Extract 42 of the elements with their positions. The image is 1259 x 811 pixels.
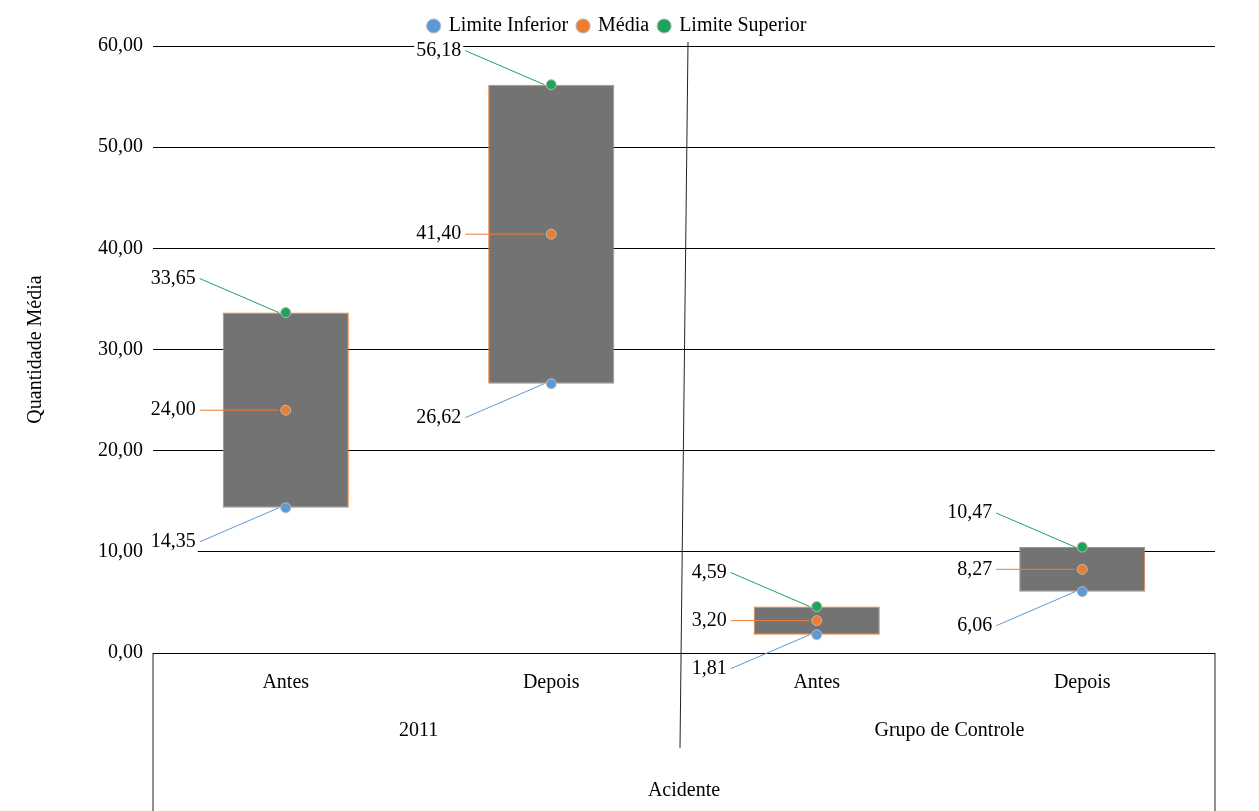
data-label: 14,35 [150,529,196,552]
point [280,502,292,514]
data-label: 26,62 [416,404,462,427]
data-label: 4,59 [691,559,727,582]
point [1076,563,1088,575]
point [811,629,823,641]
data-label: 8,27 [957,556,993,579]
point [811,615,823,627]
y-tick-label: 20,00 [98,437,143,460]
text: Grupo de Controle [874,718,1025,742]
x-tick-label: Antes [262,670,310,693]
point [811,601,823,613]
point [545,228,557,240]
x-tick-label: Depois [522,670,580,694]
legend-label: Limite Superior [679,13,807,37]
x-tick-label: Depois [1053,670,1111,694]
y-tick-label: 0,00 [108,640,143,663]
x-tick-label: Antes [793,670,841,693]
x-axis-title: Acidente [647,778,721,801]
point [280,307,292,319]
data-label: 1,81 [691,655,727,678]
data-label: 33,65 [150,265,196,288]
point [280,404,292,416]
point [1076,586,1088,598]
data-label: 24,00 [150,397,196,420]
legend-label: Média [598,13,650,36]
point [545,79,557,91]
y-tick-label: 40,00 [98,235,143,258]
data-label: 10,47 [947,500,993,523]
y-tick-label: 50,00 [98,134,143,157]
data-label: 56,18 [416,37,462,60]
data-label: 6,06 [957,612,993,635]
legend-label: Limite Inferior [448,13,569,36]
text: 2011 [398,718,439,741]
point [545,378,557,390]
data-label: 41,40 [416,221,462,244]
data-label: 3,20 [691,607,727,630]
y-tick-label: 10,00 [98,539,143,562]
y-axis-title: Quantidade Média [23,275,46,424]
y-tick-label: 30,00 [98,336,143,359]
point [1076,541,1088,553]
y-tick-label: 60,00 [98,33,143,56]
